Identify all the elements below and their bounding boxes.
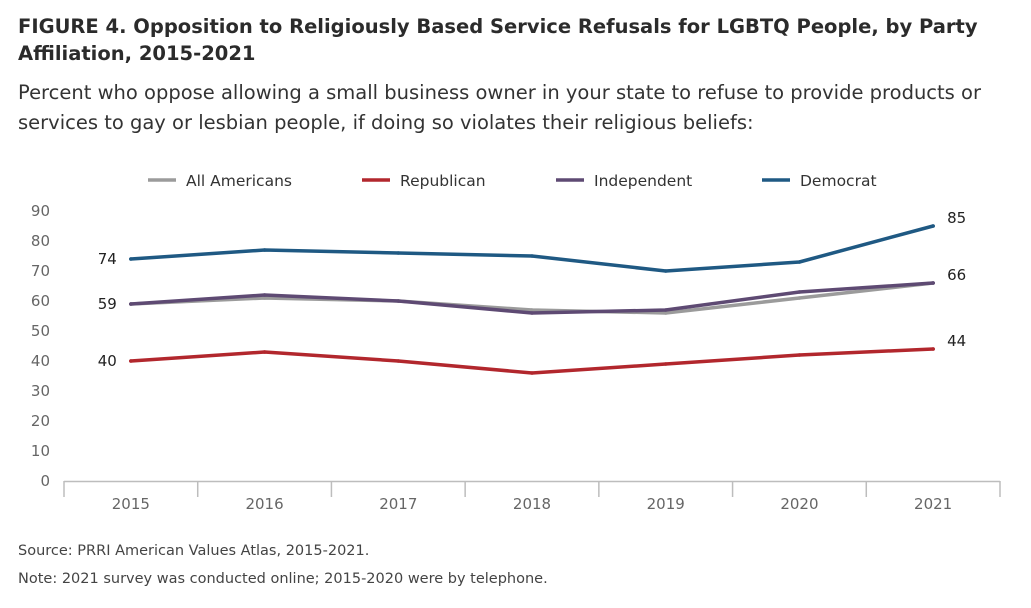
x-tick-label: 2015: [112, 495, 150, 513]
x-tick-label: 2017: [379, 495, 417, 513]
x-axis: 2015 2016 2017 2018 2019 2020 2021: [63, 480, 1001, 513]
data-label-independent: 66: [947, 266, 966, 284]
data-point-republican: [931, 347, 935, 351]
x-tick-label: 2018: [513, 495, 551, 513]
data-point-all-americans: [663, 311, 668, 315]
x-tick-label: 2019: [647, 495, 685, 513]
data-point-independent: [663, 308, 668, 312]
y-tick-label: 0: [40, 472, 50, 490]
y-tick-label: 90: [31, 202, 50, 220]
data-point-all-americans: [262, 296, 267, 300]
footnote: Note: 2021 survey was conducted online; …: [18, 571, 548, 587]
data-point-republican: [663, 362, 668, 366]
series-line-republican: [129, 347, 935, 375]
data-point-independent: [262, 293, 267, 297]
y-tick-label: 70: [31, 262, 50, 280]
data-point-independent: [396, 299, 401, 303]
data-point-democrat: [663, 269, 668, 273]
data-label-republican: 44: [947, 332, 966, 350]
data-point-independent: [931, 281, 935, 285]
data-point-democrat: [530, 254, 534, 258]
data-point-all-americans: [797, 296, 802, 300]
chart-title: FIGURE 4. Opposition to Religiously Base…: [18, 15, 978, 65]
data-point-democrat: [262, 248, 267, 252]
data-point-independent: [129, 302, 133, 306]
x-tick-label: 2020: [780, 495, 818, 513]
data-point-republican: [262, 350, 267, 354]
x-tick-label: 2021: [914, 495, 952, 513]
x-tick-label: 2016: [245, 495, 283, 513]
data-point-independent: [530, 311, 534, 315]
data-point-independent: [797, 290, 802, 294]
data-point-republican: [530, 371, 534, 375]
legend-label-democrat: Democrat: [800, 172, 877, 190]
data-point-democrat: [129, 257, 133, 261]
data-point-republican: [797, 353, 802, 357]
y-tick-label: 30: [31, 382, 50, 400]
series-line-democrat: [129, 224, 935, 273]
data-point-all-americans: [530, 308, 534, 312]
data-labels: 74 59 40 85 66 44: [98, 209, 966, 370]
source-note: Source: PRRI American Values Atlas, 2015…: [18, 543, 370, 559]
data-point-republican: [129, 359, 133, 363]
data-label-democrat: 85: [947, 209, 966, 227]
data-point-democrat: [797, 260, 802, 264]
legend-label-republican: Republican: [400, 172, 486, 190]
data-label-independent: 59: [98, 295, 117, 313]
y-tick-label: 60: [31, 292, 50, 310]
data-label-republican: 40: [98, 352, 117, 370]
chart-subtitle: Percent who oppose allowing a small busi…: [18, 81, 981, 134]
data-point-democrat: [396, 251, 401, 255]
y-tick-label: 80: [31, 232, 50, 250]
y-tick-label: 50: [31, 322, 50, 340]
y-axis: 0 10 20 30 40 50 60 70 80 90: [31, 202, 50, 490]
y-tick-label: 40: [31, 352, 50, 370]
data-label-democrat: 74: [98, 250, 117, 268]
data-point-republican: [396, 359, 401, 363]
legend-label-independent: Independent: [594, 172, 692, 190]
legend-label-all-americans: All Americans: [186, 172, 292, 190]
legend: All Americans Republican Independent Democr…: [148, 172, 877, 190]
data-point-democrat: [931, 224, 935, 228]
y-tick-label: 20: [31, 412, 50, 430]
series-lines: [129, 224, 935, 375]
y-tick-label: 10: [31, 442, 50, 460]
